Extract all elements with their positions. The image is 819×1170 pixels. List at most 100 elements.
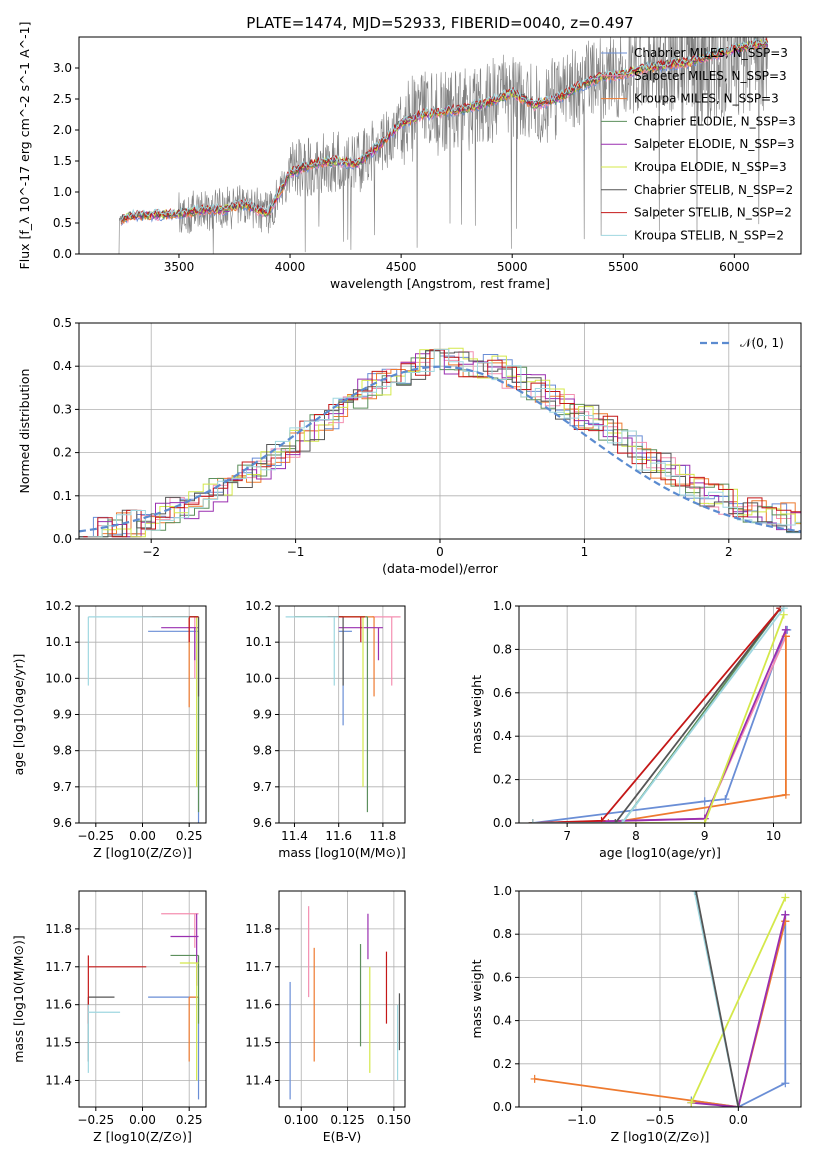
age-vs-mass-panel: 11.4 11.6 11.8 9.6 9.7 9.8 9.9 10.0 10.1 10.2 mass… bbox=[245, 599, 406, 860]
y-tick-label: 11.8 bbox=[245, 922, 272, 936]
y-tick-label: 9.6 bbox=[53, 816, 72, 830]
y-tick-label: 11.6 bbox=[245, 998, 272, 1012]
y-tick-label: 11.7 bbox=[245, 960, 272, 974]
legend-label: Kroupa STELIB, N_SSP=2 bbox=[634, 228, 784, 242]
y-tick-label: 0.6 bbox=[493, 686, 512, 700]
mass-weight-marker bbox=[781, 625, 790, 634]
y-tick-label: 9.7 bbox=[253, 780, 272, 794]
y-tick-label: 11.4 bbox=[45, 1073, 72, 1087]
mass-weight-line bbox=[690, 897, 787, 1104]
x-axis-label: age [log10(age/yr)] bbox=[599, 845, 721, 860]
mass-weight-line bbox=[691, 914, 787, 1107]
x-tick-label: 9 bbox=[701, 829, 709, 843]
y-tick-label: 0.0 bbox=[493, 1100, 512, 1114]
y-tick-label: 2.0 bbox=[53, 123, 72, 137]
mass-weight-marker bbox=[528, 819, 537, 823]
y-tick-label: 9.6 bbox=[253, 816, 272, 830]
x-tick-label: 11.6 bbox=[325, 829, 352, 843]
x-tick-label: 0.0 bbox=[729, 1113, 748, 1127]
mass-weight-marker bbox=[530, 1074, 539, 1083]
residuals-panel: −2 −1 0 1 2 0.0 0.1 0.2 0.3 0.4 0.5 (data-model)/er… bbox=[17, 316, 802, 576]
x-tick-label: 0 bbox=[436, 545, 444, 559]
x-tick-label: 0.00 bbox=[129, 829, 156, 843]
y-tick-label: 9.8 bbox=[253, 744, 272, 758]
y-tick-label: 11.5 bbox=[245, 1036, 272, 1050]
age-vs-Z-panel: −0.25 0.00 0.25 9.6 9.7 9.8 9.9 10.0 10.1 10.2 Z [… bbox=[11, 599, 207, 860]
y-tick-label: 0.2 bbox=[493, 773, 512, 787]
y-tick-label: 0.3 bbox=[53, 402, 72, 416]
residual-histogram-step bbox=[79, 350, 801, 538]
x-tick-label: 8 bbox=[632, 829, 640, 843]
residual-histogram-step bbox=[79, 350, 801, 538]
mass-weight-line bbox=[532, 607, 782, 823]
mass-weight-marker bbox=[618, 819, 627, 823]
legend-label: 𝒩(0, 1) bbox=[740, 336, 784, 350]
x-tick-label: 4500 bbox=[386, 260, 417, 274]
x-axis-label: E(B-V) bbox=[323, 1129, 362, 1144]
y-tick-label: 0.0 bbox=[53, 247, 72, 261]
massweight-vs-age-plot-area bbox=[528, 606, 792, 823]
residual-histogram-step bbox=[87, 348, 801, 538]
legend-label: Chabrier MILES, N_SSP=3 bbox=[634, 46, 788, 60]
y-tick-label: 2.5 bbox=[53, 92, 72, 106]
y-tick-label: 1.0 bbox=[493, 884, 512, 898]
massweight-vs-Z-frame bbox=[518, 890, 802, 1108]
spectrum-plot-area bbox=[118, 37, 769, 254]
mass-weight-line bbox=[532, 607, 785, 823]
x-tick-label: 5500 bbox=[608, 260, 639, 274]
x-axis-label: Z [log10(Z/Z⊙)] bbox=[93, 1129, 192, 1144]
y-tick-label: 11.5 bbox=[45, 1036, 72, 1050]
figure-title: PLATE=1474, MJD=52933, FIBERID=0040, z=0… bbox=[246, 14, 633, 32]
residual-histogram-step bbox=[83, 349, 801, 538]
gaussian-curve bbox=[79, 365, 801, 533]
mass-weight-line bbox=[532, 607, 782, 823]
y-tick-label: 0.4 bbox=[53, 359, 72, 373]
y-tick-label: 10.2 bbox=[45, 599, 72, 613]
y-axis-label: mass weight bbox=[469, 959, 484, 1038]
y-tick-label: 0.6 bbox=[493, 970, 512, 984]
residual-histogram-step bbox=[83, 349, 801, 538]
mass-weight-marker bbox=[597, 816, 606, 823]
y-tick-label: 0.4 bbox=[493, 729, 512, 743]
age-vs-Z-plot-area bbox=[87, 616, 200, 823]
mass-weight-marker bbox=[690, 891, 699, 895]
legend-label: Salpeter MILES, N_SSP=3 bbox=[634, 69, 787, 83]
legend-label: Kroupa MILES, N_SSP=3 bbox=[634, 92, 779, 106]
residuals-plot-area bbox=[79, 347, 801, 538]
mass-weight-marker bbox=[779, 606, 788, 613]
residual-histogram-step bbox=[79, 350, 801, 538]
mass-weight-line bbox=[532, 607, 782, 823]
mass-weight-marker bbox=[781, 893, 790, 902]
massweight-vs-Z-panel: −1.0 −0.5 0.0 0.0 0.2 0.4 0.6 0.8 1.0 Z [log10(Z/… bbox=[469, 884, 802, 1144]
y-tick-label: 9.9 bbox=[253, 708, 272, 722]
mass-vs-EBV-panel: 0.100 0.125 0.150 11.4 11.5 11.6 11.7 11.8 E(B-V… bbox=[245, 890, 411, 1144]
y-tick-label: 0.4 bbox=[493, 1014, 512, 1028]
y-tick-label: 0.8 bbox=[493, 927, 512, 941]
massweight-vs-Z-plot-area bbox=[530, 891, 790, 1107]
x-tick-label: 11.4 bbox=[281, 829, 308, 843]
x-tick-label: 0.100 bbox=[284, 1113, 318, 1127]
mass-weight-line bbox=[695, 891, 740, 1107]
mass-weight-line bbox=[532, 636, 787, 823]
x-tick-label: −0.5 bbox=[645, 1113, 674, 1127]
y-tick-label: 10.0 bbox=[45, 671, 72, 685]
y-tick-label: 10.1 bbox=[245, 635, 272, 649]
age-vs-mass-frame bbox=[278, 605, 406, 824]
y-tick-label: 0.0 bbox=[53, 532, 72, 546]
x-axis-label: Z [log10(Z/Z⊙)] bbox=[93, 845, 192, 860]
mass-weight-marker bbox=[700, 819, 709, 823]
massweight-vs-age-frame bbox=[518, 605, 802, 824]
x-tick-label: 2 bbox=[725, 545, 733, 559]
legend-label: Salpeter ELODIE, N_SSP=3 bbox=[634, 137, 795, 151]
mass-weight-marker bbox=[611, 819, 620, 823]
y-tick-label: 3.0 bbox=[53, 61, 72, 75]
y-axis-label: mass weight bbox=[469, 675, 484, 754]
y-tick-label: 0.8 bbox=[493, 642, 512, 656]
massweight-vs-age-panel: 7 8 9 10 0.0 0.2 0.4 0.6 0.8 1.0 age [log10(age/yr… bbox=[469, 599, 802, 860]
legend-label: Chabrier ELODIE, N_SSP=3 bbox=[634, 114, 796, 128]
mass-weight-marker bbox=[734, 1103, 743, 1107]
x-tick-label: −0.25 bbox=[77, 829, 114, 843]
y-axis-label: Flux [f_λ 10^-17 erg cm^-2 s^-1 A^-1] bbox=[17, 22, 32, 270]
mass-weight-line bbox=[534, 920, 787, 1107]
